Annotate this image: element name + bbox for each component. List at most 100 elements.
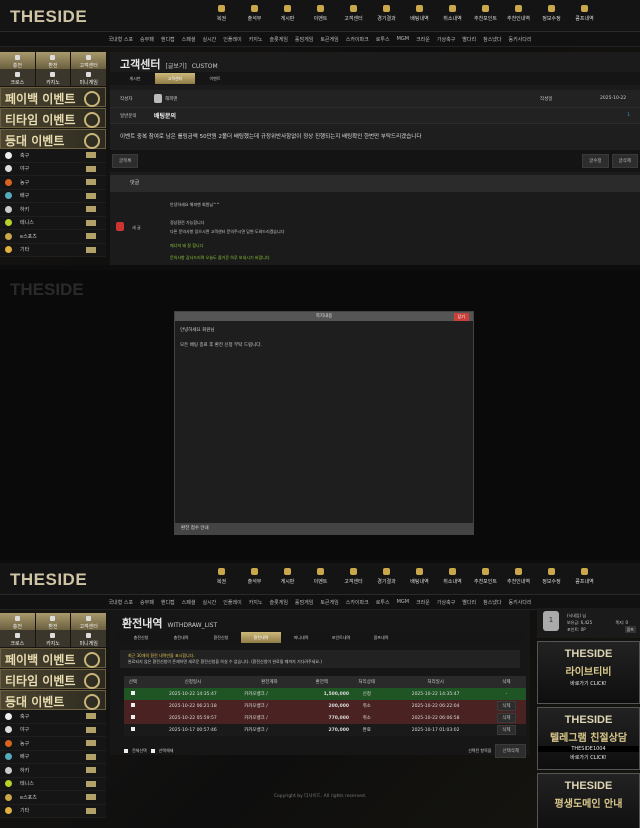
event-banner[interactable]: 등대 이벤트 — [0, 690, 106, 710]
subnav-item[interactable]: 슬롯게임 — [269, 599, 288, 606]
nav-item[interactable]: 이벤트 — [304, 5, 337, 22]
quick-top-2[interactable]: 고객센터 — [71, 52, 106, 69]
row-checkbox[interactable] — [130, 691, 135, 695]
subnav-item[interactable]: 스페셜 — [181, 599, 196, 606]
sport-item[interactable]: 테니스 — [0, 216, 106, 230]
nav-item[interactable]: 출석부 — [238, 5, 271, 22]
sport-item[interactable]: 하키 — [0, 764, 106, 778]
sport-item[interactable]: 배구 — [0, 750, 106, 764]
sport-item[interactable]: 테니스 — [0, 777, 106, 791]
tab-2[interactable]: 환전신청 — [213, 635, 229, 640]
event-banner[interactable]: 티타임 이벤트 — [0, 108, 106, 128]
notes-count[interactable]: 쪽지: 0 — [615, 620, 628, 625]
subnav-item[interactable]: 로투스 — [375, 36, 390, 43]
quick-top-1[interactable]: 환전 — [35, 52, 71, 69]
nav-item[interactable]: 고객센터 — [337, 568, 370, 585]
select-cell[interactable] — [124, 688, 142, 700]
subnav-item[interactable]: 슬롯게임 — [269, 36, 288, 43]
quick-top-0[interactable]: 충전 — [0, 52, 35, 69]
event-banner[interactable]: 등대 이벤트 — [0, 129, 106, 149]
quick-top-0[interactable]: 충전 — [0, 613, 35, 630]
tab-event[interactable]: 이벤트 — [209, 76, 221, 81]
subnav-item[interactable]: 별다리 — [462, 36, 477, 43]
subnav-item[interactable]: 참스냈다 — [483, 599, 502, 606]
tab-0[interactable]: 충전신청 — [133, 635, 149, 640]
sport-item[interactable]: 축구 — [0, 149, 106, 163]
subnav-item[interactable]: 국내형 스포 — [108, 36, 134, 43]
tab-1[interactable]: 충전내역 — [173, 635, 189, 640]
tab-3[interactable]: 환전내역 — [241, 632, 281, 643]
logo[interactable]: THESIDE — [10, 570, 88, 589]
quick-second-1[interactable]: 카지노 — [35, 630, 71, 647]
sport-item[interactable]: e스포츠 — [0, 791, 106, 805]
subnav-item[interactable]: 승무패 — [140, 599, 154, 606]
delete-selected-button[interactable]: 선택삭제 — [495, 744, 526, 758]
deselect-label[interactable]: 선택해제 — [158, 748, 174, 753]
subnav-item[interactable]: 승무패 — [140, 36, 154, 43]
quick-second-1[interactable]: 카지노 — [35, 69, 71, 86]
subnav-item[interactable]: 핸디캡 — [160, 36, 175, 43]
sport-item[interactable]: 하키 — [0, 203, 106, 217]
subnav-item[interactable]: 실시간 — [202, 36, 217, 43]
sport-item[interactable]: 기타 — [0, 804, 106, 818]
subnav-item[interactable]: 국내형 스포 — [108, 599, 134, 606]
list-button[interactable]: 글목록 — [112, 154, 139, 168]
quick-top-2[interactable]: 고객센터 — [71, 613, 106, 630]
subnav-item[interactable]: 토큰게임 — [320, 599, 339, 606]
nav-item[interactable]: 고객센터 — [337, 5, 370, 22]
nav-item[interactable]: 콤프내역 — [568, 568, 601, 585]
subnav-item[interactable]: 스카이파크 — [345, 36, 369, 43]
nav-item[interactable]: 이벤트 — [304, 568, 337, 585]
sport-item[interactable]: 야구 — [0, 723, 106, 737]
subnav-item[interactable]: 가상축구 — [436, 599, 456, 606]
sport-item[interactable]: 야구 — [0, 162, 106, 176]
sport-item[interactable]: 농구 — [0, 176, 106, 190]
subnav-item[interactable]: MGM — [396, 36, 410, 42]
nav-item[interactable]: 경기결과 — [370, 568, 403, 585]
tab-cs[interactable]: 고객센터 — [155, 73, 195, 84]
logo[interactable]: THESIDE — [10, 7, 88, 26]
nav-item[interactable]: 정보수정 — [535, 5, 568, 22]
delete-row-button[interactable]: 삭제 — [497, 701, 516, 711]
delete-row-button[interactable]: 삭제 — [497, 725, 516, 735]
event-banner[interactable]: 티타임 이벤트 — [0, 669, 106, 689]
subnav-item[interactable]: 동키사다리 — [508, 36, 532, 43]
tab-6[interactable]: 콤프내역 — [373, 635, 389, 640]
nav-item[interactable]: 복권 — [205, 568, 238, 585]
nav-item[interactable]: 배팅내역 — [403, 568, 436, 585]
domain-banner[interactable]: THESIDE 평생도메인 안내 — [537, 773, 640, 828]
subnav-item[interactable]: 홀덤게임 — [294, 599, 314, 606]
subnav-item[interactable]: 인플레이 — [223, 599, 242, 606]
subnav-item[interactable]: 실시간 — [202, 599, 217, 606]
nav-item[interactable]: 복권 — [205, 5, 238, 22]
comp-button[interactable]: 콤프 — [624, 626, 636, 633]
select-cell[interactable] — [124, 724, 142, 736]
subnav-item[interactable]: 스카이파크 — [345, 599, 369, 606]
subnav-item[interactable]: 크라운 — [416, 599, 430, 606]
nav-item[interactable]: 출석부 — [238, 568, 271, 585]
subnav-item[interactable]: 인플레이 — [223, 36, 242, 43]
sport-item[interactable]: 배구 — [0, 189, 106, 203]
quick-second-0[interactable]: 크로스 — [0, 69, 35, 86]
subnav-item[interactable]: 가상축구 — [436, 36, 456, 43]
sport-item[interactable]: e스포츠 — [0, 230, 106, 244]
nav-item[interactable]: 게시판 — [271, 5, 304, 22]
row-checkbox[interactable] — [130, 715, 135, 719]
subnav-item[interactable]: 핸디캡 — [160, 599, 175, 606]
nav-item[interactable]: 게시판 — [271, 568, 304, 585]
nav-item[interactable]: 경기결과 — [370, 5, 403, 22]
event-banner[interactable]: 페이백 이벤트 — [0, 87, 106, 107]
subnav-item[interactable]: 카지노 — [248, 599, 263, 606]
select-all-label[interactable]: 전체선택 — [132, 748, 147, 753]
nav-item[interactable]: 추천포인트 — [469, 568, 502, 585]
tab-board[interactable]: 게시판 — [129, 76, 141, 81]
select-cell[interactable] — [124, 712, 142, 724]
nav-item[interactable]: 정보수정 — [535, 568, 568, 585]
sport-item[interactable]: 축구 — [0, 710, 106, 724]
quick-second-2[interactable]: 미니게임 — [71, 630, 106, 647]
quick-top-1[interactable]: 환전 — [35, 613, 71, 630]
sport-item[interactable]: 농구 — [0, 737, 106, 751]
tab-4[interactable]: 머니내역 — [293, 635, 309, 640]
quick-second-0[interactable]: 크로스 — [0, 630, 35, 647]
row-checkbox[interactable] — [130, 703, 135, 707]
